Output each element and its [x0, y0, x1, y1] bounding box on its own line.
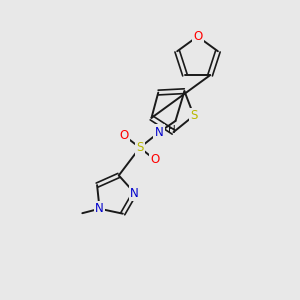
Text: S: S [136, 141, 143, 154]
Text: O: O [193, 30, 202, 43]
Text: N: N [95, 202, 104, 215]
Text: N: N [130, 187, 139, 200]
Text: O: O [150, 153, 159, 166]
Text: H: H [168, 125, 176, 135]
Text: S: S [190, 109, 197, 122]
Text: N: N [155, 126, 164, 139]
Text: O: O [120, 129, 129, 142]
